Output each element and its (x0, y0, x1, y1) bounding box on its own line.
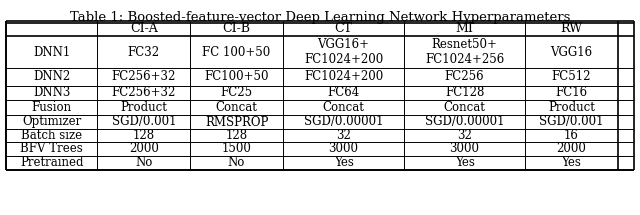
Text: SGD/0.001: SGD/0.001 (540, 115, 604, 129)
Text: FC1024+200: FC1024+200 (304, 71, 383, 83)
Text: Product: Product (548, 101, 595, 114)
Text: FC256: FC256 (445, 71, 484, 83)
Text: Product: Product (120, 101, 167, 114)
Text: CI-A: CI-A (130, 22, 157, 35)
Text: 16: 16 (564, 129, 579, 142)
Text: No: No (228, 157, 245, 169)
Text: Batch size: Batch size (21, 129, 83, 142)
Text: Yes: Yes (454, 157, 474, 169)
Text: FC256+32: FC256+32 (111, 71, 176, 83)
Text: 3000: 3000 (328, 143, 358, 155)
Text: 32: 32 (457, 129, 472, 142)
Text: FC256+32: FC256+32 (111, 86, 176, 100)
Text: RMSPROP: RMSPROP (205, 115, 268, 129)
Text: FC25: FC25 (221, 86, 253, 100)
Text: Fusion: Fusion (32, 101, 72, 114)
Text: 1500: 1500 (221, 143, 252, 155)
Text: No: No (135, 157, 152, 169)
Text: DNN1: DNN1 (33, 46, 70, 58)
Text: FC100+50: FC100+50 (204, 71, 269, 83)
Text: 2000: 2000 (557, 143, 586, 155)
Text: 128: 128 (132, 129, 155, 142)
Text: DNN2: DNN2 (33, 71, 70, 83)
Text: 32: 32 (336, 129, 351, 142)
Text: VGG16: VGG16 (550, 46, 593, 58)
Text: CT: CT (335, 22, 353, 35)
Text: MI: MI (456, 22, 474, 35)
Text: DNN3: DNN3 (33, 86, 70, 100)
Text: FC64: FC64 (328, 86, 360, 100)
Text: FC16: FC16 (556, 86, 588, 100)
Text: CI-B: CI-B (223, 22, 251, 35)
Text: SGD/0.00001: SGD/0.00001 (425, 115, 504, 129)
Text: Optimizer: Optimizer (22, 115, 81, 129)
Text: 128: 128 (225, 129, 248, 142)
Text: BFV Trees: BFV Trees (20, 143, 83, 155)
Text: 3000: 3000 (449, 143, 479, 155)
Text: VGG16+
FC1024+200: VGG16+ FC1024+200 (304, 38, 383, 66)
Text: FC32: FC32 (128, 46, 160, 58)
Text: Yes: Yes (561, 157, 582, 169)
Text: FC128: FC128 (445, 86, 484, 100)
Text: FC512: FC512 (552, 71, 591, 83)
Text: Resnet50+
FC1024+256: Resnet50+ FC1024+256 (425, 38, 504, 66)
Text: Concat: Concat (444, 101, 486, 114)
Text: FC 100+50: FC 100+50 (202, 46, 271, 58)
Text: SGD/0.001: SGD/0.001 (111, 115, 176, 129)
Text: SGD/0.00001: SGD/0.00001 (304, 115, 383, 129)
Text: Table 1: Boosted-feature-vector Deep Learning Network Hyperparameters: Table 1: Boosted-feature-vector Deep Lea… (70, 11, 570, 24)
Text: 2000: 2000 (129, 143, 159, 155)
Text: Pretrained: Pretrained (20, 157, 84, 169)
Text: Concat: Concat (216, 101, 257, 114)
Text: Yes: Yes (333, 157, 353, 169)
Text: RW: RW (561, 22, 582, 35)
Text: Concat: Concat (323, 101, 364, 114)
